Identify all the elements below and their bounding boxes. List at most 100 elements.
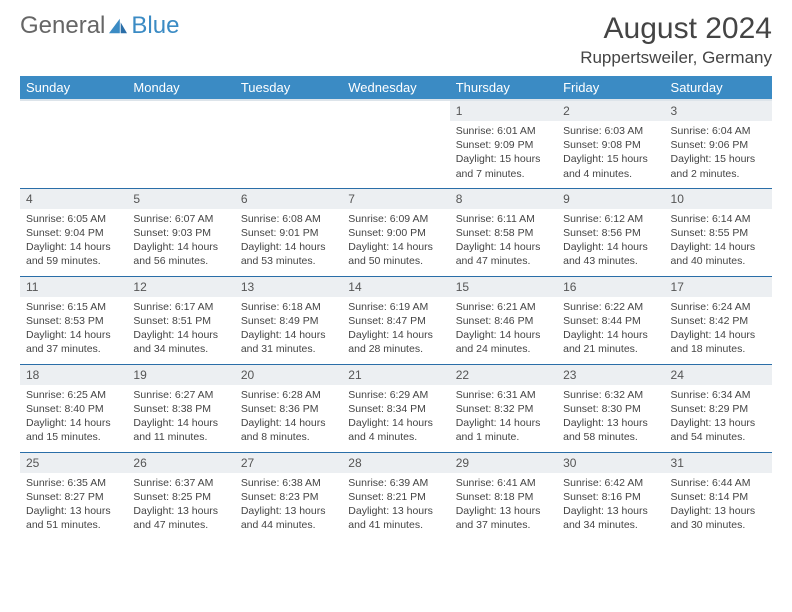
calendar-cell: 30Sunrise: 6:42 AMSunset: 8:16 PMDayligh… (557, 452, 664, 540)
sunset-line: Sunset: 9:00 PM (348, 226, 443, 240)
sunset-line: Sunset: 8:55 PM (671, 226, 766, 240)
daylight-line: Daylight: 14 hours and 40 minutes. (671, 240, 766, 268)
sunrise-line: Sunrise: 6:34 AM (671, 388, 766, 402)
day-content: Sunrise: 6:15 AMSunset: 8:53 PMDaylight:… (20, 297, 127, 361)
weekday-header: Monday (127, 76, 234, 100)
sunrise-line: Sunrise: 6:29 AM (348, 388, 443, 402)
day-content: Sunrise: 6:35 AMSunset: 8:27 PMDaylight:… (20, 473, 127, 537)
daylight-line: Daylight: 15 hours and 2 minutes. (671, 152, 766, 180)
calendar-row: 25Sunrise: 6:35 AMSunset: 8:27 PMDayligh… (20, 452, 772, 540)
weekday-header: Saturday (665, 76, 772, 100)
weekday-header: Wednesday (342, 76, 449, 100)
sunrise-line: Sunrise: 6:11 AM (456, 212, 551, 226)
sunrise-line: Sunrise: 6:17 AM (133, 300, 228, 314)
day-number: 18 (20, 365, 127, 385)
day-content: Sunrise: 6:19 AMSunset: 8:47 PMDaylight:… (342, 297, 449, 361)
day-number: 3 (665, 101, 772, 121)
daylight-line: Daylight: 14 hours and 53 minutes. (241, 240, 336, 268)
day-number: 17 (665, 277, 772, 297)
daylight-line: Daylight: 14 hours and 37 minutes. (26, 328, 121, 356)
day-content: Sunrise: 6:21 AMSunset: 8:46 PMDaylight:… (450, 297, 557, 361)
calendar-cell: 27Sunrise: 6:38 AMSunset: 8:23 PMDayligh… (235, 452, 342, 540)
calendar-row: 11Sunrise: 6:15 AMSunset: 8:53 PMDayligh… (20, 276, 772, 364)
sunrise-line: Sunrise: 6:41 AM (456, 476, 551, 490)
day-content: Sunrise: 6:31 AMSunset: 8:32 PMDaylight:… (450, 385, 557, 449)
sail-icon (107, 17, 129, 35)
calendar-cell: 26Sunrise: 6:37 AMSunset: 8:25 PMDayligh… (127, 452, 234, 540)
sunrise-line: Sunrise: 6:07 AM (133, 212, 228, 226)
sunset-line: Sunset: 8:25 PM (133, 490, 228, 504)
sunrise-line: Sunrise: 6:37 AM (133, 476, 228, 490)
day-content: Sunrise: 6:41 AMSunset: 8:18 PMDaylight:… (450, 473, 557, 537)
day-number: 13 (235, 277, 342, 297)
weekday-header: Tuesday (235, 76, 342, 100)
calendar-cell: 1Sunrise: 6:01 AMSunset: 9:09 PMDaylight… (450, 100, 557, 188)
sunrise-line: Sunrise: 6:15 AM (26, 300, 121, 314)
day-content: Sunrise: 6:14 AMSunset: 8:55 PMDaylight:… (665, 209, 772, 273)
daylight-line: Daylight: 14 hours and 34 minutes. (133, 328, 228, 356)
logo-text-general: General (20, 12, 105, 40)
day-content: Sunrise: 6:18 AMSunset: 8:49 PMDaylight:… (235, 297, 342, 361)
daylight-line: Daylight: 13 hours and 54 minutes. (671, 416, 766, 444)
sunset-line: Sunset: 9:04 PM (26, 226, 121, 240)
day-content: Sunrise: 6:12 AMSunset: 8:56 PMDaylight:… (557, 209, 664, 273)
daylight-line: Daylight: 13 hours and 44 minutes. (241, 504, 336, 532)
day-content: Sunrise: 6:37 AMSunset: 8:25 PMDaylight:… (127, 473, 234, 537)
sunrise-line: Sunrise: 6:35 AM (26, 476, 121, 490)
sunset-line: Sunset: 9:03 PM (133, 226, 228, 240)
calendar-cell: 13Sunrise: 6:18 AMSunset: 8:49 PMDayligh… (235, 276, 342, 364)
day-content: Sunrise: 6:22 AMSunset: 8:44 PMDaylight:… (557, 297, 664, 361)
calendar-cell: 9Sunrise: 6:12 AMSunset: 8:56 PMDaylight… (557, 188, 664, 276)
calendar-cell: 4Sunrise: 6:05 AMSunset: 9:04 PMDaylight… (20, 188, 127, 276)
day-content: Sunrise: 6:08 AMSunset: 9:01 PMDaylight:… (235, 209, 342, 273)
calendar-cell: 28Sunrise: 6:39 AMSunset: 8:21 PMDayligh… (342, 452, 449, 540)
sunrise-line: Sunrise: 6:01 AM (456, 124, 551, 138)
day-number: 27 (235, 453, 342, 473)
sunrise-line: Sunrise: 6:39 AM (348, 476, 443, 490)
daylight-line: Daylight: 14 hours and 56 minutes. (133, 240, 228, 268)
day-number: 28 (342, 453, 449, 473)
daylight-line: Daylight: 14 hours and 28 minutes. (348, 328, 443, 356)
day-number: 24 (665, 365, 772, 385)
sunrise-line: Sunrise: 6:42 AM (563, 476, 658, 490)
calendar-body: 1Sunrise: 6:01 AMSunset: 9:09 PMDaylight… (20, 100, 772, 540)
daylight-line: Daylight: 14 hours and 1 minute. (456, 416, 551, 444)
day-number: 31 (665, 453, 772, 473)
title-block: August 2024 Ruppertsweiler, Germany (580, 12, 772, 68)
day-number: 20 (235, 365, 342, 385)
sunrise-line: Sunrise: 6:27 AM (133, 388, 228, 402)
day-number: 14 (342, 277, 449, 297)
day-number: 22 (450, 365, 557, 385)
sunrise-line: Sunrise: 6:04 AM (671, 124, 766, 138)
day-number: 16 (557, 277, 664, 297)
sunrise-line: Sunrise: 6:32 AM (563, 388, 658, 402)
calendar-cell (235, 100, 342, 188)
daylight-line: Daylight: 13 hours and 34 minutes. (563, 504, 658, 532)
sunset-line: Sunset: 9:08 PM (563, 138, 658, 152)
calendar-cell: 15Sunrise: 6:21 AMSunset: 8:46 PMDayligh… (450, 276, 557, 364)
day-content: Sunrise: 6:24 AMSunset: 8:42 PMDaylight:… (665, 297, 772, 361)
calendar-cell: 5 Sunrise: 6:07 AMSunset: 9:03 PMDaylight… (127, 188, 234, 276)
daylight-line: Daylight: 14 hours and 59 minutes. (26, 240, 121, 268)
calendar-head: SundayMondayTuesdayWednesdayThursdayFrid… (20, 76, 772, 100)
daylight-line: Daylight: 14 hours and 18 minutes. (671, 328, 766, 356)
sunrise-line: Sunrise: 6:31 AM (456, 388, 551, 402)
logo: General Blue (20, 12, 179, 40)
day-number: 8 (450, 189, 557, 209)
daylight-line: Daylight: 14 hours and 31 minutes. (241, 328, 336, 356)
day-content: Sunrise: 6:11 AMSunset: 8:58 PMDaylight:… (450, 209, 557, 273)
day-number: 5 (127, 189, 234, 209)
sunset-line: Sunset: 8:46 PM (456, 314, 551, 328)
calendar-cell: 31Sunrise: 6:44 AMSunset: 8:14 PMDayligh… (665, 452, 772, 540)
daylight-line: Daylight: 15 hours and 4 minutes. (563, 152, 658, 180)
sunrise-line: Sunrise: 6:12 AM (563, 212, 658, 226)
sunrise-line: Sunrise: 6:28 AM (241, 388, 336, 402)
sunset-line: Sunset: 8:30 PM (563, 402, 658, 416)
calendar-row: 18Sunrise: 6:25 AMSunset: 8:40 PMDayligh… (20, 364, 772, 452)
weekday-header: Thursday (450, 76, 557, 100)
sunset-line: Sunset: 8:21 PM (348, 490, 443, 504)
daylight-line: Daylight: 14 hours and 24 minutes. (456, 328, 551, 356)
sunset-line: Sunset: 9:01 PM (241, 226, 336, 240)
day-number: 26 (127, 453, 234, 473)
calendar-cell: 22Sunrise: 6:31 AMSunset: 8:32 PMDayligh… (450, 364, 557, 452)
